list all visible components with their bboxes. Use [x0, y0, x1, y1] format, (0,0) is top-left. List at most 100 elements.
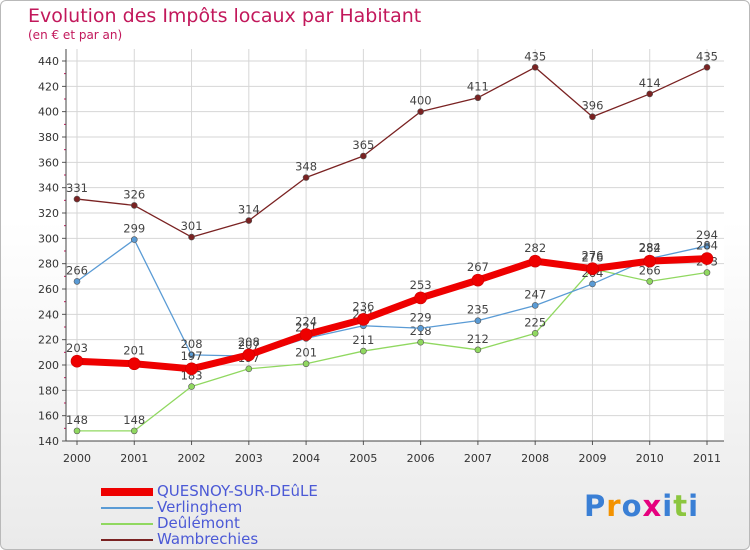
data-label-wambrechies: 396: [581, 99, 603, 113]
y-tick-label: 440: [38, 55, 59, 68]
x-tick-label: 2008: [521, 452, 549, 465]
data-label-quesnoy-sur-de-le: 197: [181, 349, 203, 363]
data-label-quesnoy-sur-de-le: 282: [524, 241, 546, 255]
data-point-de-l-mont: [130, 427, 138, 435]
series-line-wambrechies: [76, 66, 708, 238]
data-label-de-l-mont: 266: [639, 263, 661, 277]
legend-label-quesnoy: QUESNOY-SUR-DEûLE: [157, 482, 318, 500]
data-label-verlinghem: 266: [66, 263, 88, 277]
data-point-quesnoy-sur-de-le: [127, 357, 141, 371]
data-label-quesnoy-sur-de-le: 236: [352, 299, 374, 313]
legend-label-verlinghem: Verlinghem: [157, 498, 243, 516]
y-tick-label: 420: [38, 80, 59, 93]
data-label-quesnoy-sur-de-le: 201: [123, 344, 145, 358]
data-point-wambrechies: [245, 217, 253, 224]
y-tick-label: 160: [38, 410, 59, 423]
data-point-de-l-mont: [417, 338, 424, 346]
logo-letter: t: [673, 489, 689, 523]
data-label-de-l-mont: 276: [581, 251, 603, 265]
legend-swatch-wambrechies: [101, 539, 153, 541]
logo-letter: o: [621, 489, 643, 523]
data-point-de-l-mont: [531, 330, 539, 337]
data-point-verlinghem: [474, 317, 482, 324]
data-point-quesnoy-sur-de-le: [70, 354, 84, 368]
data-point-quesnoy-sur-de-le: [357, 313, 370, 326]
data-label-wambrechies: 400: [410, 94, 432, 108]
y-tick-label: 140: [38, 435, 59, 448]
data-point-wambrechies: [646, 90, 654, 98]
proxiti-logo: Proxiti: [584, 489, 699, 523]
data-point-verlinghem: [130, 236, 138, 243]
legend-swatch-verlinghem: [101, 507, 153, 509]
data-point-quesnoy-sur-de-le: [586, 262, 599, 276]
data-point-de-l-mont: [188, 383, 195, 390]
data-label-de-l-mont: 148: [123, 413, 145, 427]
x-tick-label: 2011: [693, 452, 721, 465]
data-point-wambrechies: [188, 233, 195, 241]
data-label-de-l-mont: 211: [352, 333, 374, 347]
data-point-verlinghem: [589, 280, 596, 288]
data-label-de-l-mont: 212: [467, 332, 489, 346]
data-label-wambrechies: 326: [123, 187, 145, 201]
y-tick-label: 220: [38, 334, 59, 347]
data-label-wambrechies: 348: [295, 160, 317, 174]
x-tick-label: 2006: [407, 452, 435, 465]
x-tick-label: 2002: [178, 452, 206, 465]
legend-label-wambrechies: Wambrechies: [157, 530, 259, 548]
data-point-wambrechies: [302, 174, 310, 181]
data-label-wambrechies: 301: [181, 219, 203, 233]
data-label-wambrechies: 414: [639, 76, 661, 90]
y-tick-label: 400: [38, 106, 59, 119]
x-tick-label: 2001: [120, 452, 148, 465]
data-point-de-l-mont: [245, 365, 253, 373]
data-point-quesnoy-sur-de-le: [700, 252, 714, 265]
data-point-wambrechies: [130, 202, 138, 209]
x-tick-label: 2004: [292, 452, 320, 465]
data-point-quesnoy-sur-de-le: [185, 362, 198, 376]
y-tick-label: 280: [38, 258, 59, 271]
data-point-quesnoy-sur-de-le: [471, 273, 485, 287]
data-label-verlinghem: 299: [123, 222, 145, 236]
data-label-de-l-mont: 183: [181, 369, 203, 383]
y-tick-label: 200: [38, 359, 59, 372]
data-label-wambrechies: 435: [696, 49, 718, 63]
data-point-de-l-mont: [474, 346, 482, 354]
legend-swatch-quesnoy: [101, 488, 153, 496]
data-label-wambrechies: 411: [467, 80, 489, 94]
y-tick-label: 180: [38, 384, 59, 397]
data-point-quesnoy-sur-de-le: [528, 254, 542, 268]
data-point-wambrechies: [360, 152, 367, 160]
y-tick-label: 320: [38, 207, 59, 220]
data-point-wambrechies: [474, 94, 482, 102]
data-label-wambrechies: 331: [66, 181, 88, 195]
data-label-verlinghem: 284: [639, 241, 661, 255]
logo-letter: i: [688, 489, 700, 523]
data-label-verlinghem: 208: [181, 337, 203, 351]
data-label-wambrechies: 435: [524, 49, 546, 63]
data-label-quesnoy-sur-de-le: 276: [581, 249, 603, 263]
data-label-de-l-mont: 225: [524, 315, 546, 329]
legend-swatch-deulemont: [101, 523, 153, 525]
y-tick-label: 340: [38, 182, 59, 195]
legend-label-deulemont: Deûlémont: [157, 514, 240, 532]
data-point-de-l-mont: [360, 347, 367, 355]
data-label-quesnoy-sur-de-le: 224: [295, 315, 317, 329]
data-label-quesnoy-sur-de-le: 203: [66, 341, 88, 355]
x-tick-label: 2005: [349, 452, 377, 465]
data-point-wambrechies: [589, 113, 596, 121]
logo-letter: r: [606, 489, 622, 523]
y-tick-label: 380: [38, 131, 59, 144]
x-tick-label: 2000: [63, 452, 91, 465]
data-point-de-l-mont: [73, 427, 81, 435]
data-point-quesnoy-sur-de-le: [414, 291, 427, 305]
data-label-quesnoy-sur-de-le: 253: [410, 278, 432, 292]
data-label-verlinghem: 294: [696, 228, 718, 242]
data-label-verlinghem: 229: [410, 310, 432, 324]
logo-letter: x: [642, 489, 663, 523]
data-point-verlinghem: [73, 278, 81, 285]
data-label-quesnoy-sur-de-le: 208: [238, 335, 260, 349]
data-point-wambrechies: [703, 64, 711, 71]
data-label-wambrechies: 314: [238, 203, 260, 217]
logo-letter: P: [584, 489, 607, 523]
